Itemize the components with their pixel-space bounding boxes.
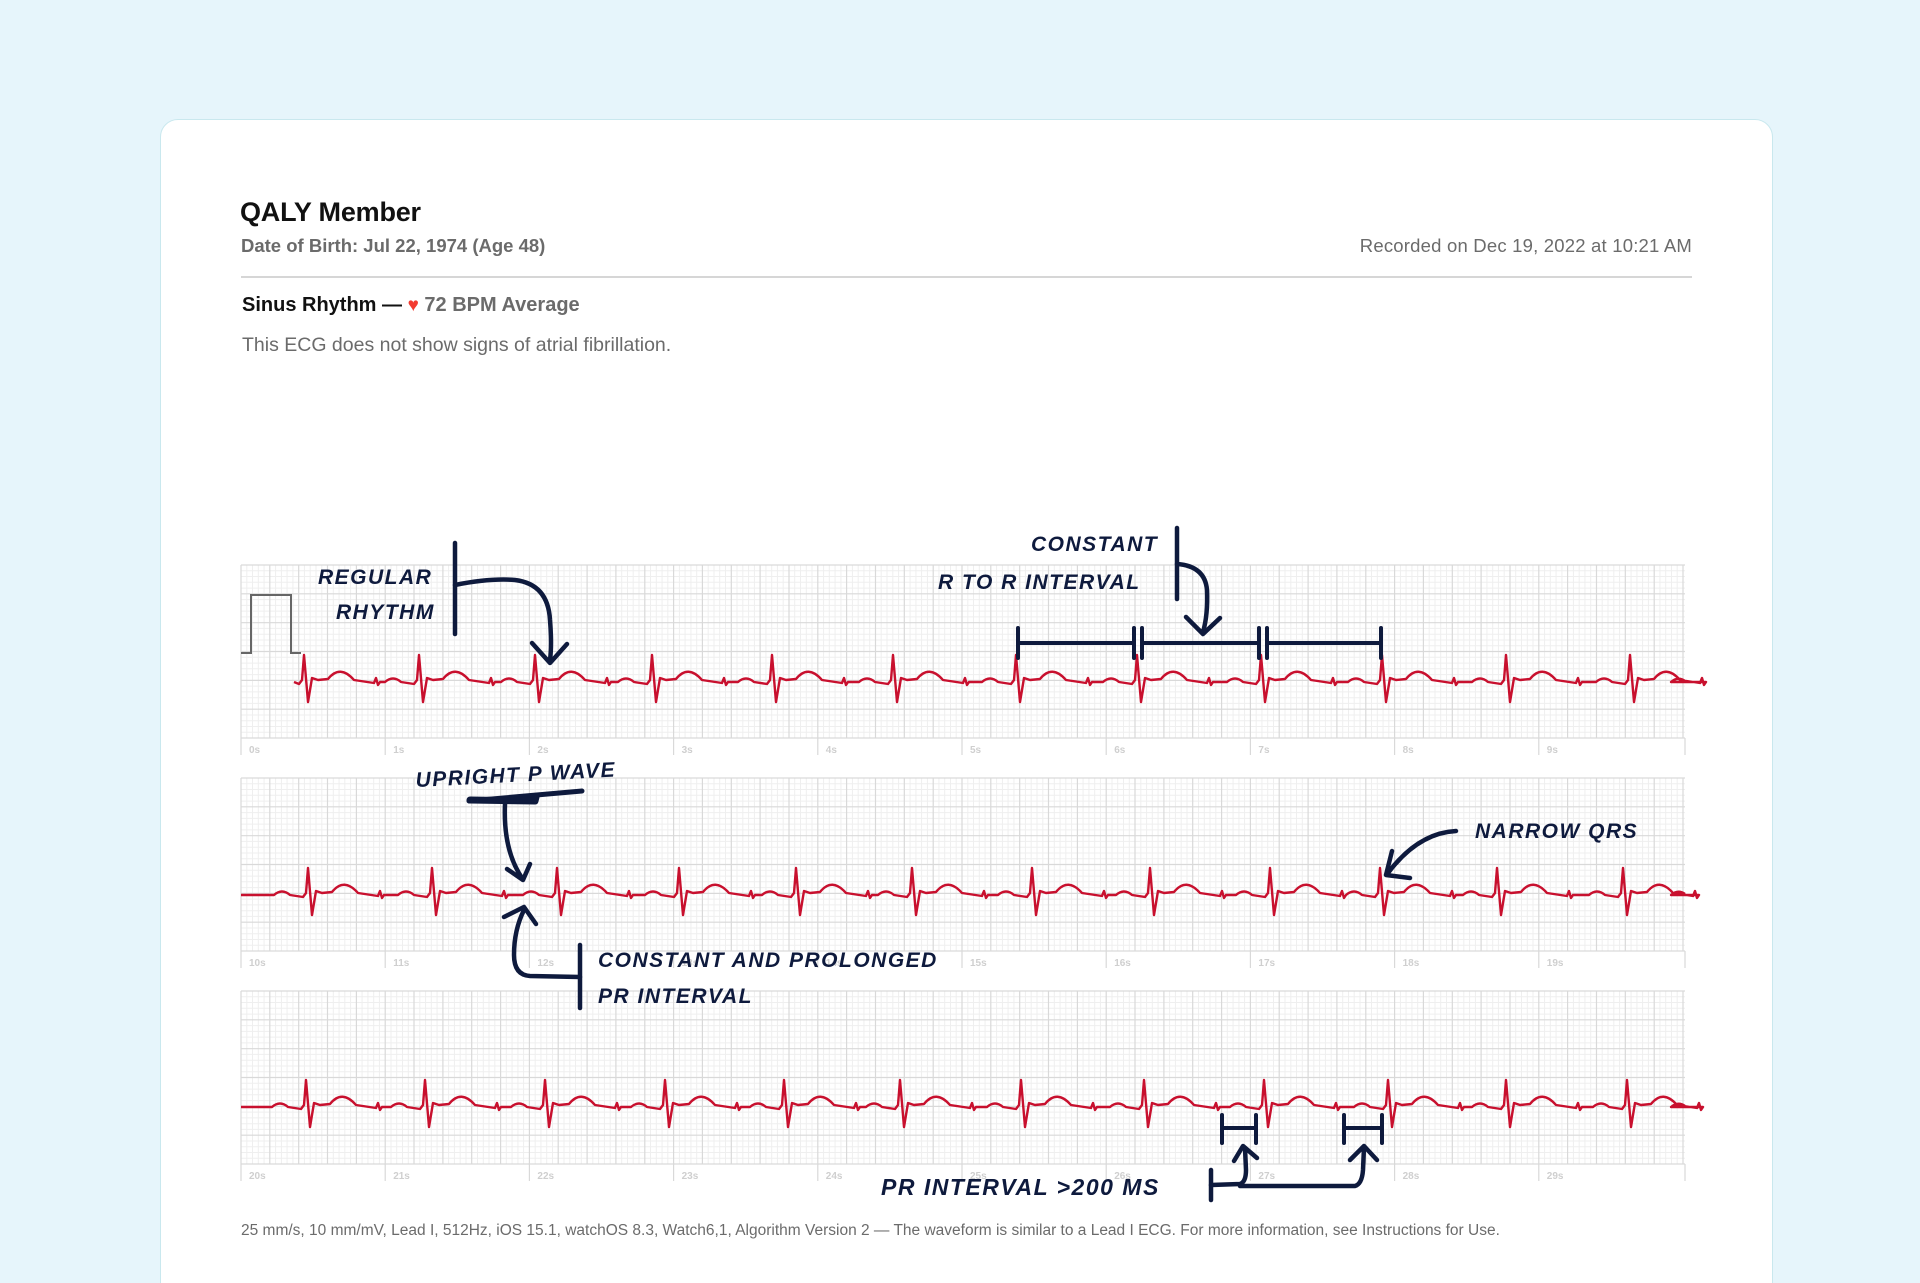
time-tick-label: 29s <box>1547 1171 1564 1182</box>
time-tick-label: 21s <box>393 1171 410 1182</box>
recorded-timestamp: Recorded on Dec 19, 2022 at 10:21 AM <box>1359 235 1692 256</box>
time-tick-label: 15s <box>970 958 987 969</box>
time-tick-label: 9s <box>1547 745 1559 756</box>
ecg-waveform <box>293 653 1708 704</box>
time-tick-label: 8s <box>1403 745 1415 756</box>
ecg-strip-1: 0s 1s 2s 3s 4s 5s 6s 7s 8s 9s <box>240 564 1708 756</box>
rhythm-headline: Sinus Rhythm — ♥ 72 BPM Average <box>242 294 580 317</box>
rhythm-classification: Sinus Rhythm — <box>242 294 408 316</box>
time-tick-label: 14s <box>826 958 843 969</box>
time-tick-label: 13s <box>682 958 699 969</box>
annotation-regular-rhythm <box>452 540 570 666</box>
ecg-waveform <box>241 1078 1705 1129</box>
time-tick-label: 3s <box>682 745 694 756</box>
annotation-prolonged-pr <box>501 904 583 1011</box>
time-tick-label: 6s <box>1114 745 1126 756</box>
heart-icon: ♥ <box>407 295 419 316</box>
time-tick-label: 12s <box>537 958 554 969</box>
time-tick-label: 0s <box>249 745 261 756</box>
ecg-strip-2: 10s 11s 12s 13s 14s 15s 16s 17s 18s 19s <box>240 777 1701 969</box>
ecg-strip-3: 20s 21s 22s 23s 24s 25s 26s 27s 28s 29s <box>240 990 1705 1182</box>
ecg-strips: 0s 1s 2s 3s 4s 5s 6s 7s 8s 9s 10s 11s 12s 13s 14s 15s 16… <box>240 564 1708 1182</box>
time-tick-label: 28s <box>1403 1171 1420 1182</box>
patient-name: QALY Member <box>240 197 421 227</box>
ecg-waveform <box>241 866 1701 917</box>
annotation-upright-p-wave <box>466 788 585 883</box>
recording-details-footer: 25 mm/s, 10 mm/mV, Lead I, 512Hz, iOS 15… <box>241 1222 1500 1239</box>
time-tick-label: 23s <box>682 1171 699 1182</box>
time-tick-label: 16s <box>1114 958 1131 969</box>
annotation-text-r-to-r: R TO R INTERVAL <box>938 571 1141 594</box>
average-bpm: 72 BPM Average <box>424 294 580 316</box>
annotation-text-constant-prolonged: CONSTANT AND PROLONGED <box>598 949 938 972</box>
time-tick-label: 2s <box>537 745 549 756</box>
time-tick-label: 20s <box>249 1171 266 1182</box>
annotation-text-rhythm: RHYTHM <box>336 601 435 624</box>
time-tick-label: 26s <box>1114 1171 1131 1182</box>
time-tick-label: 25s <box>970 1171 987 1182</box>
annotation-narrow-qrs <box>1383 828 1459 881</box>
header-divider <box>241 276 1692 278</box>
time-tick-label: 1s <box>393 745 405 756</box>
annotation-text-pr-200ms: PR INTERVAL >200 MS <box>881 1174 1160 1200</box>
time-tick-label: 24s <box>826 1171 843 1182</box>
annotation-pr-200ms <box>1208 1113 1384 1203</box>
annotation-text-constant: CONSTANT <box>1031 533 1159 556</box>
calibration-pulse <box>241 594 301 654</box>
annotation-text-regular: REGULAR <box>318 566 432 589</box>
time-tick-label: 27s <box>1258 1171 1275 1182</box>
time-tick-label: 18s <box>1403 958 1420 969</box>
annotations <box>452 525 1459 1203</box>
time-tick-label: 17s <box>1258 958 1275 969</box>
time-tick-label: 4s <box>826 745 838 756</box>
time-tick-label: 10s <box>249 958 266 969</box>
annotation-text-narrow-qrs: NARROW QRS <box>1475 820 1638 843</box>
annotation-constant-rr <box>1016 525 1383 660</box>
rhythm-description: This ECG does not show signs of atrial f… <box>242 334 672 356</box>
time-tick-label: 11s <box>393 958 410 969</box>
time-tick-label: 5s <box>970 745 982 756</box>
date-of-birth: Date of Birth: Jul 22, 1974 (Age 48) <box>241 235 546 256</box>
annotation-text-pr-interval: PR INTERVAL <box>598 985 753 1008</box>
time-tick-label: 22s <box>537 1171 554 1182</box>
time-tick-label: 19s <box>1547 958 1564 969</box>
time-tick-label: 7s <box>1258 745 1270 756</box>
annotation-text-upright-p: UPRIGHT P WAVE <box>415 759 617 792</box>
